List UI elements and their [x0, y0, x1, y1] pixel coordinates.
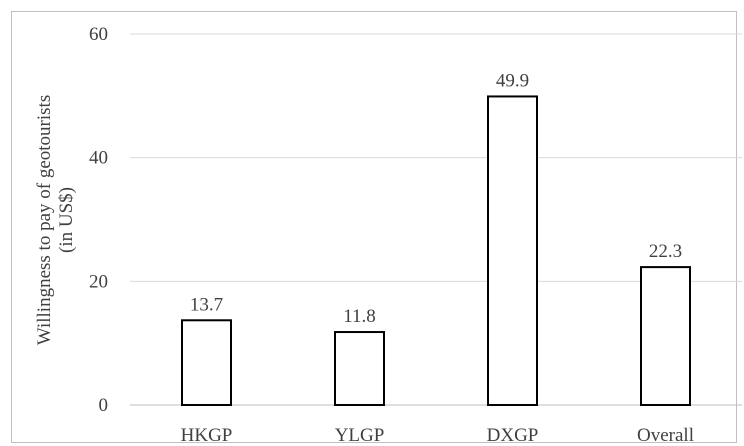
y-axis-title-line1: Willingness to pay of geotourists [34, 95, 55, 345]
bars [181, 95, 691, 407]
x-category-label: HKGP [181, 425, 233, 446]
bar-hkgp [181, 319, 232, 406]
x-category-label: DXGP [487, 425, 539, 446]
data-label: 22.3 [649, 241, 682, 262]
data-label: 49.9 [496, 70, 529, 91]
data-label: 13.7 [190, 294, 223, 315]
y-tick-label: 20 [89, 271, 108, 292]
y-axis-title-line2: (in US$) [56, 187, 77, 253]
y-axis-title: Willingness to pay of geotourists (in US… [34, 95, 77, 345]
y-axis-tick-labels: 0 20 40 60 [89, 24, 108, 416]
x-axis-category-labels: HKGP YLGP DXGP Overall [181, 425, 694, 446]
y-tick-label: 0 [99, 395, 109, 416]
x-category-label: YLGP [335, 425, 385, 446]
data-labels: 13.7 11.8 49.9 22.3 [190, 70, 682, 327]
y-tick-label: 40 [89, 148, 108, 169]
bar-overall [640, 266, 691, 406]
bar-dxgp [487, 95, 538, 407]
bar-ylgp [334, 331, 385, 406]
data-label: 11.8 [343, 306, 376, 327]
y-tick-label: 60 [89, 24, 108, 45]
x-category-label: Overall [637, 425, 694, 446]
